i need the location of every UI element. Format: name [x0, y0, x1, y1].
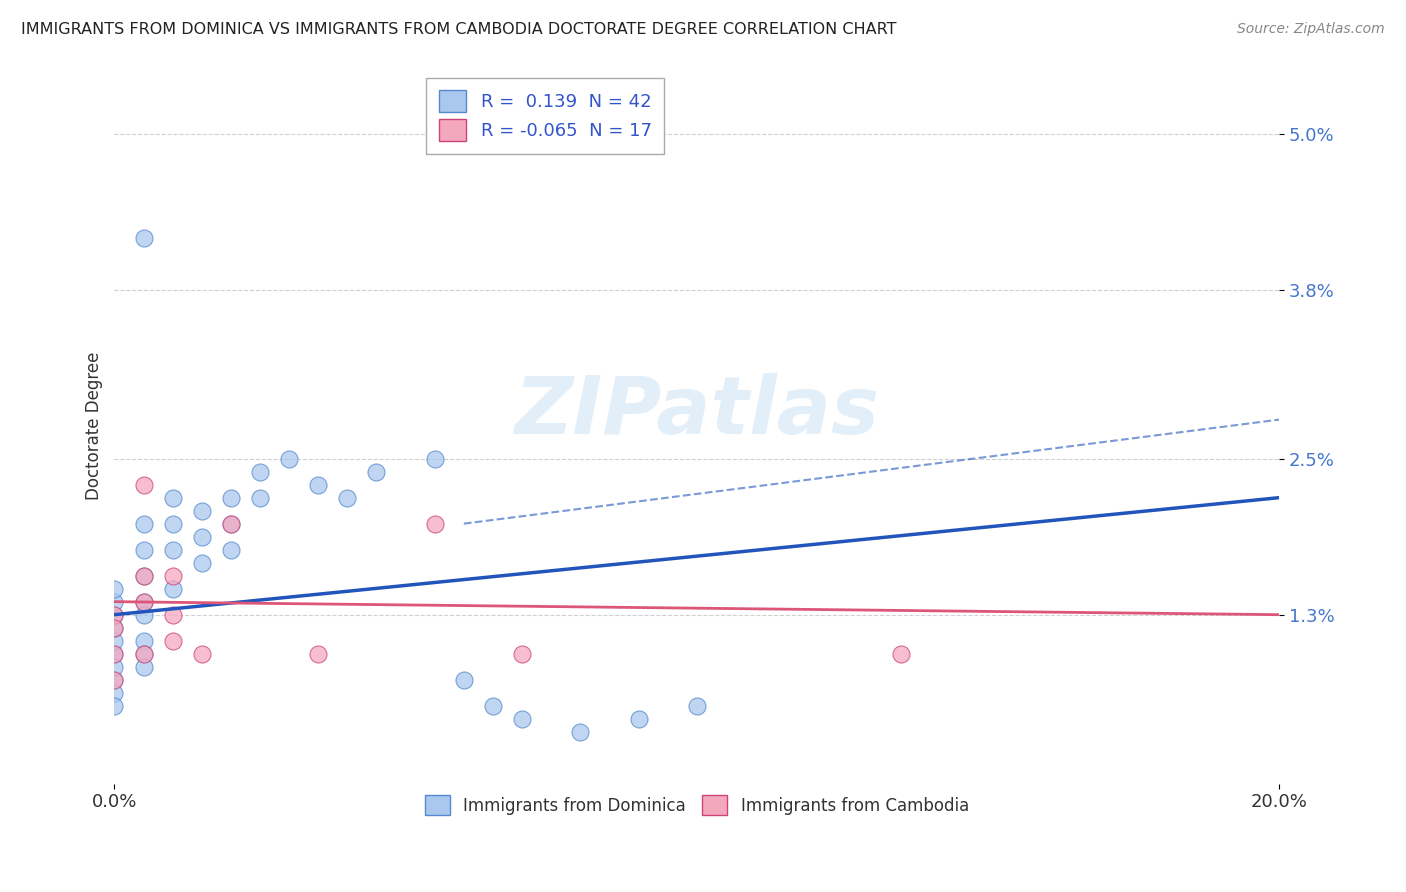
Point: [132, 607, 155, 622]
Point: [162, 542, 184, 557]
Point: [191, 556, 214, 570]
Point: [132, 230, 155, 244]
Point: [132, 568, 155, 582]
Point: [103, 686, 125, 700]
Point: [219, 516, 242, 531]
Point: [191, 503, 214, 517]
Point: [103, 647, 125, 661]
Point: [103, 647, 125, 661]
Point: [162, 633, 184, 648]
Point: [307, 477, 329, 491]
Point: [162, 516, 184, 531]
Point: [249, 491, 271, 505]
Point: [162, 607, 184, 622]
Point: [569, 724, 592, 739]
Point: [307, 647, 329, 661]
Point: [132, 595, 155, 609]
Text: IMMIGRANTS FROM DOMINICA VS IMMIGRANTS FROM CAMBODIA DOCTORATE DEGREE CORRELATIO: IMMIGRANTS FROM DOMINICA VS IMMIGRANTS F…: [21, 22, 897, 37]
Text: ZIPatlas: ZIPatlas: [515, 373, 879, 450]
Point: [162, 582, 184, 596]
Point: [627, 712, 650, 726]
Point: [103, 633, 125, 648]
Point: [103, 659, 125, 673]
Point: [132, 477, 155, 491]
Point: [132, 542, 155, 557]
Point: [278, 451, 301, 466]
Point: [132, 647, 155, 661]
Y-axis label: Doctorate Degree: Doctorate Degree: [86, 352, 103, 500]
Point: [103, 595, 125, 609]
Point: [132, 659, 155, 673]
Point: [103, 673, 125, 687]
Point: [103, 582, 125, 596]
Point: [103, 621, 125, 635]
Point: [103, 607, 125, 622]
Point: [219, 542, 242, 557]
Point: [162, 491, 184, 505]
Point: [453, 673, 475, 687]
Point: [103, 607, 125, 622]
Point: [132, 595, 155, 609]
Point: [482, 698, 505, 713]
Point: [219, 491, 242, 505]
Point: [191, 530, 214, 544]
Point: [103, 673, 125, 687]
Point: [162, 568, 184, 582]
Point: [366, 465, 388, 479]
Point: [132, 647, 155, 661]
Point: [336, 491, 359, 505]
Point: [510, 647, 533, 661]
Point: [103, 698, 125, 713]
Point: [510, 712, 533, 726]
Point: [219, 516, 242, 531]
Point: [103, 621, 125, 635]
Point: [423, 516, 446, 531]
Legend: Immigrants from Dominica, Immigrants from Cambodia: Immigrants from Dominica, Immigrants fro…: [415, 785, 979, 825]
Point: [686, 698, 709, 713]
Text: Source: ZipAtlas.com: Source: ZipAtlas.com: [1237, 22, 1385, 37]
Point: [132, 568, 155, 582]
Point: [191, 647, 214, 661]
Point: [132, 516, 155, 531]
Point: [423, 451, 446, 466]
Point: [249, 465, 271, 479]
Point: [890, 647, 912, 661]
Point: [132, 633, 155, 648]
